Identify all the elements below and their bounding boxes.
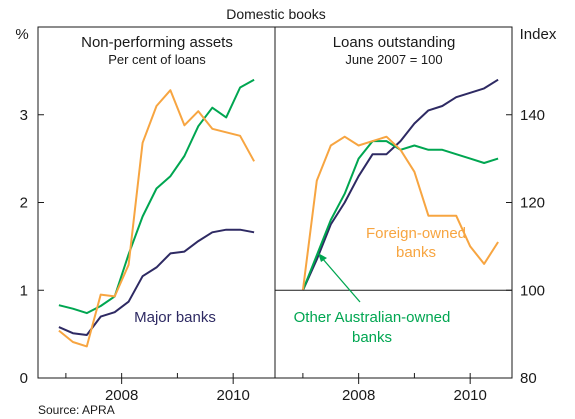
chart-title: Domestic books bbox=[226, 6, 326, 22]
right-ytick-label: 100 bbox=[520, 282, 545, 299]
right-panel-title: Loans outstanding bbox=[333, 34, 456, 51]
major-banks-label: Major banks bbox=[134, 309, 216, 326]
foreign-banks-label-line1: Foreign-owned bbox=[366, 225, 466, 242]
left-ytick-label: 1 bbox=[20, 282, 28, 299]
other-banks-label-line1: Other Australian-owned bbox=[294, 309, 451, 326]
left-ytick-label: 3 bbox=[20, 107, 28, 124]
annotation-arrow-head bbox=[318, 253, 327, 262]
left-series-foreign-owned-banks bbox=[58, 89, 255, 348]
right-xtick-label: 2010 bbox=[453, 387, 486, 404]
left-ytick-label: 0 bbox=[20, 370, 28, 387]
annotation-arrow-line bbox=[321, 257, 361, 303]
left-series-other-australian-owned-banks bbox=[58, 78, 255, 315]
left-panel-title: Non-performing assets bbox=[81, 34, 233, 51]
source-note: Source: APRA bbox=[38, 403, 115, 417]
right-ytick-label: 80 bbox=[520, 370, 537, 387]
other-banks-label-line2: banks bbox=[352, 329, 392, 346]
left-panel-subtitle: Per cent of loans bbox=[108, 52, 206, 67]
right-ytick-label: 140 bbox=[520, 107, 545, 124]
left-ytick-label: 2 bbox=[20, 195, 28, 212]
right-xtick-label: 2008 bbox=[342, 387, 375, 404]
right-axis-unit: Index bbox=[520, 26, 557, 43]
right-series-foreign-owned-banks bbox=[301, 135, 499, 291]
right-series-other-australian-owned-banks bbox=[301, 140, 499, 291]
left-xtick-label: 2010 bbox=[216, 387, 249, 404]
foreign-banks-label-line2: banks bbox=[396, 244, 436, 261]
left-axis-unit: % bbox=[15, 26, 28, 43]
right-series-major-banks bbox=[301, 78, 499, 291]
right-panel-subtitle: June 2007 = 100 bbox=[345, 52, 442, 67]
series-lines bbox=[58, 78, 499, 348]
axes: 2008 2010 2008 2010 0 1 2 3 80 100 120 140 bbox=[20, 26, 545, 404]
left-xtick-label: 2008 bbox=[105, 387, 138, 404]
right-ytick-label: 120 bbox=[520, 195, 545, 212]
